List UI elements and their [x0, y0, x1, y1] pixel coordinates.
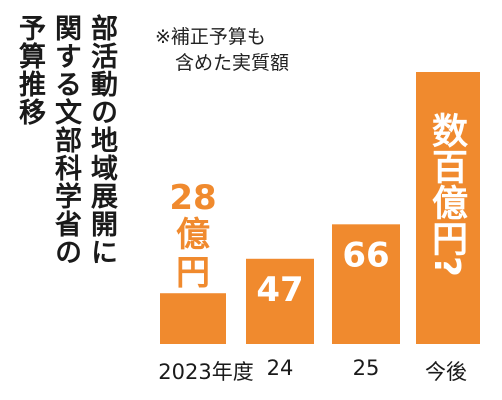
bar-label-future: 数百億円? [426, 112, 467, 277]
bar-2023 [160, 293, 226, 344]
bar-label-2023-unit: 億 円 [176, 215, 210, 293]
x-tick-label-24: 24 [266, 356, 294, 380]
bar-value-label-25: 66 [342, 235, 389, 275]
bar-future [416, 72, 480, 344]
bar-24 [246, 258, 314, 344]
bar-value-label-24: 47 [256, 270, 303, 310]
bar-label-2023-number: 28 [169, 178, 217, 218]
chart-title-line-1: 部活動の地域展開に [86, 14, 117, 266]
x-tick-label-future: 今後 [425, 360, 467, 384]
x-tick-label-25: 25 [352, 356, 380, 380]
chart-title-line-3: 予算推移 [14, 14, 45, 126]
bar-25 [332, 224, 400, 344]
chart-title-line-2: 関する文部科学省の [50, 14, 81, 266]
note: ※補正予算も 含めた実質額 [155, 24, 289, 76]
note-line-1: ※補正予算も [155, 26, 266, 48]
note-line-2: 含めた実質額 [175, 52, 290, 74]
x-tick-label-2023: 2023年度 [158, 360, 254, 384]
